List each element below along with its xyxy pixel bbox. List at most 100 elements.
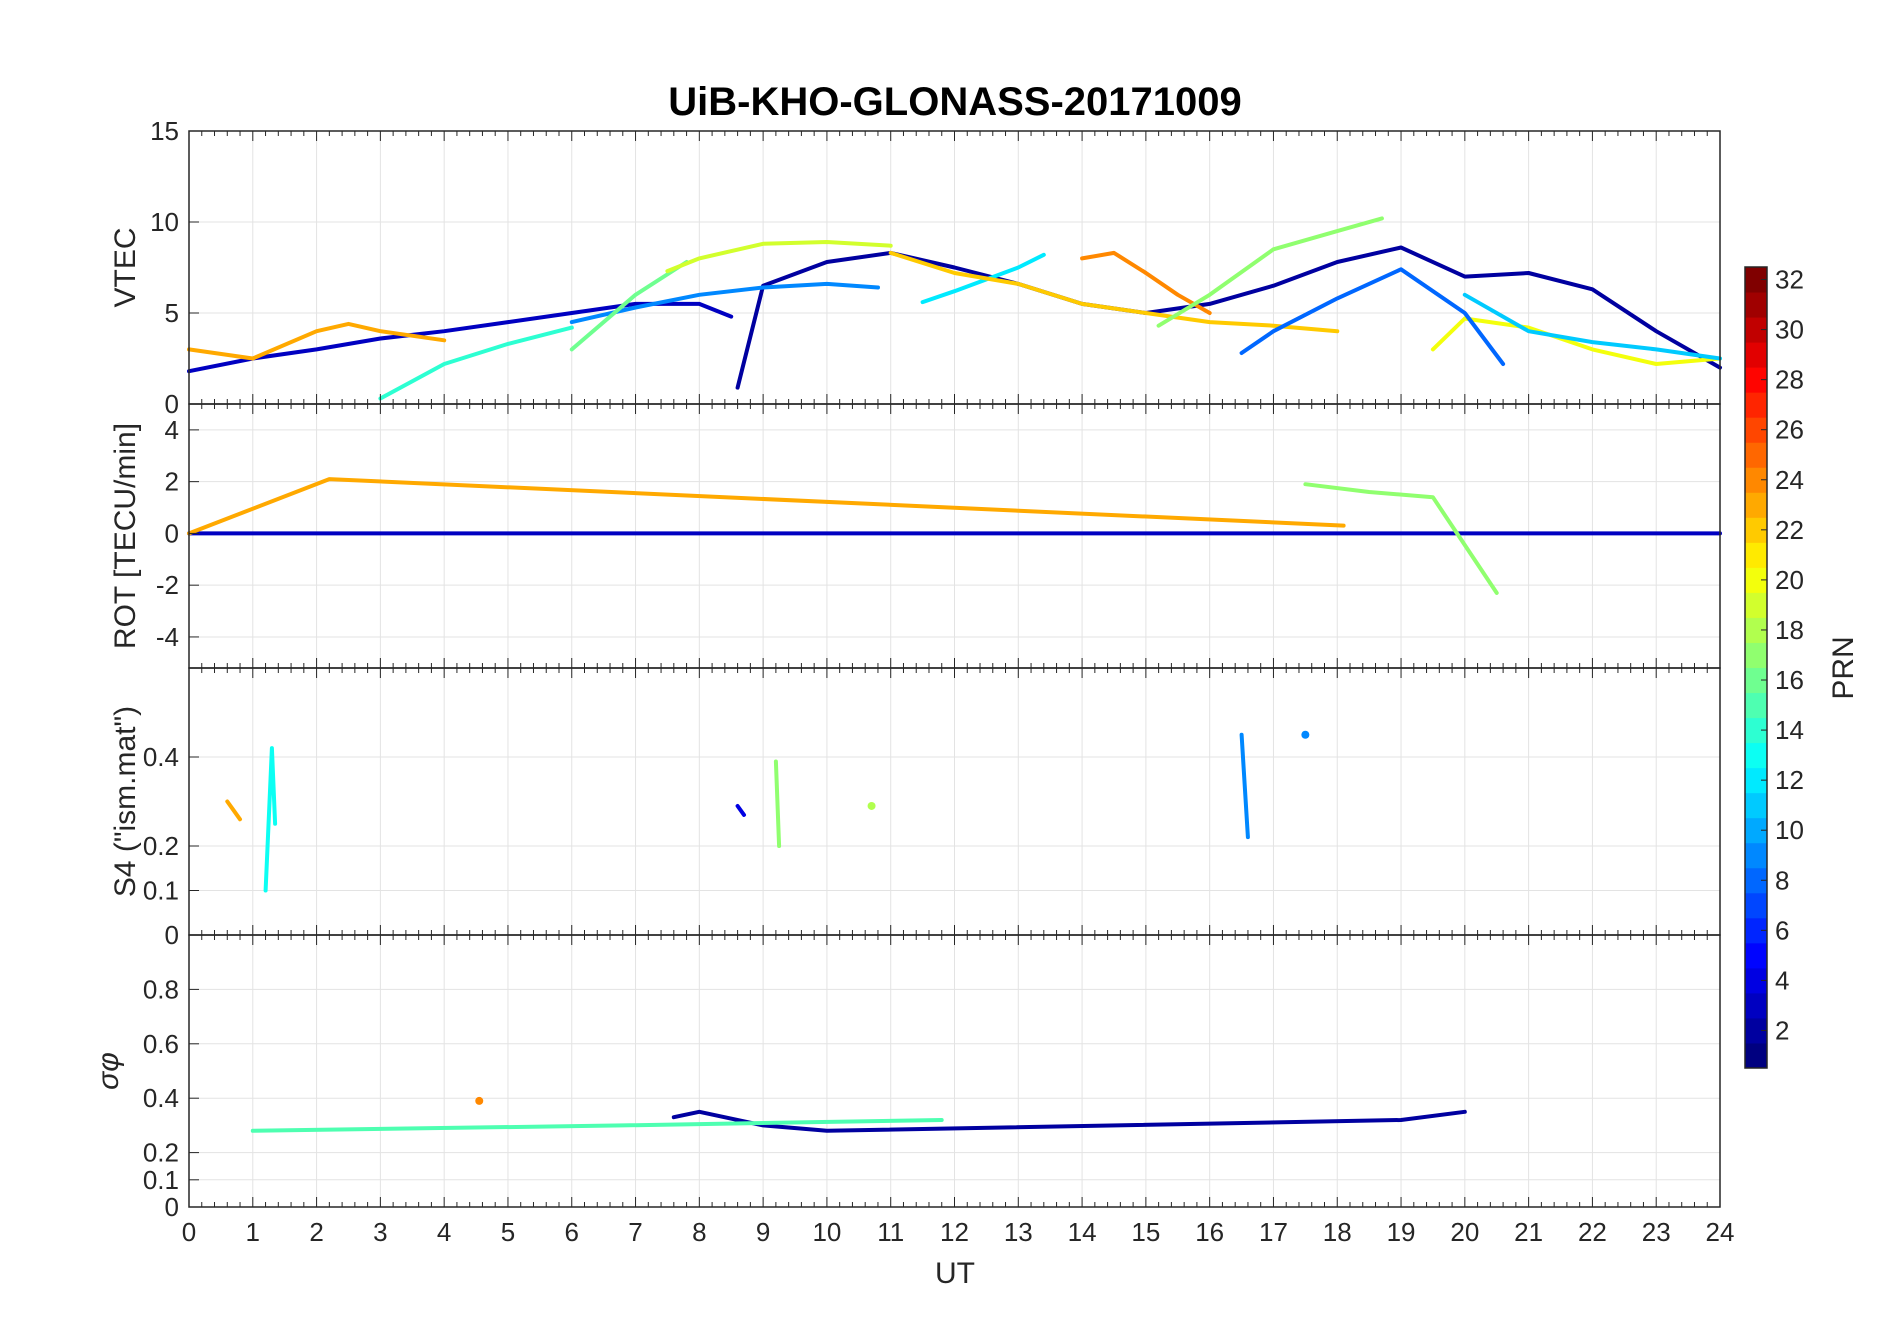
colorbar-tick-label: 8 xyxy=(1775,865,1789,895)
series-point-prn-18 xyxy=(867,801,876,810)
colorbar-segment xyxy=(1745,817,1767,844)
colorbar-segment xyxy=(1745,517,1767,543)
x-tick-label: 15 xyxy=(1131,1217,1160,1247)
series-line-prn-9 xyxy=(1239,732,1250,840)
series-line-prn-14 xyxy=(378,325,574,401)
colorbar-segment xyxy=(1745,292,1767,318)
series-line-prn-3 xyxy=(187,301,734,374)
y-tick-label: 0 xyxy=(165,389,179,419)
y-axis-label: σφ xyxy=(92,1052,125,1090)
colorbar-segment xyxy=(1745,667,1767,694)
y-tick-label: -4 xyxy=(156,622,179,652)
series-line-prn-9 xyxy=(569,281,880,325)
x-tick-label: 11 xyxy=(877,1217,904,1247)
x-tick-label: 21 xyxy=(1514,1217,1543,1247)
colorbar-segment xyxy=(1745,267,1767,293)
x-tick-label: 0 xyxy=(182,1217,196,1247)
colorbar-tick-label: 4 xyxy=(1775,965,1789,995)
colorbar-segment xyxy=(1745,767,1767,794)
x-tick-label: 14 xyxy=(1068,1217,1097,1247)
series-line-prn-16 xyxy=(569,260,689,352)
colorbar-segment xyxy=(1745,317,1767,343)
y-tick-label: -2 xyxy=(156,570,179,600)
colorbar-segment xyxy=(1745,492,1767,518)
colorbar-segment xyxy=(1745,867,1767,894)
series-line-prn-2 xyxy=(735,245,1722,390)
x-tick-label: 22 xyxy=(1578,1217,1607,1247)
panel-3: 0 0.1 0.2 0.4S4 ("ism.mat") xyxy=(109,667,1721,950)
y-tick-label: 0.2 xyxy=(143,1138,179,1168)
x-tick-label: 19 xyxy=(1387,1217,1416,1247)
y-tick-label: 4 xyxy=(165,415,179,445)
x-tick-label: 5 xyxy=(501,1217,515,1247)
series-line-prn-17 xyxy=(1156,216,1384,328)
y-tick-label: 0.4 xyxy=(143,1083,179,1113)
colorbar-segment xyxy=(1745,392,1767,418)
x-tick-label: 13 xyxy=(1004,1217,1033,1247)
series-line-prn-23 xyxy=(187,477,1346,536)
series-line-prn-8 xyxy=(1239,267,1506,366)
colorbar-segment xyxy=(1745,342,1767,368)
colorbar-segment xyxy=(1745,442,1767,468)
colorbar-tick-label: 32 xyxy=(1775,265,1804,295)
y-tick-label: 0 xyxy=(165,518,179,548)
colorbar-segment xyxy=(1745,367,1767,393)
x-tick-label: 1 xyxy=(246,1217,260,1247)
colorbar-segment xyxy=(1745,467,1767,493)
y-axis-label: S4 ("ism.mat") xyxy=(109,706,142,897)
colorbar-tick-label: 14 xyxy=(1775,715,1804,745)
y-tick-label: 0.8 xyxy=(143,974,179,1004)
y-tick-label: 0.2 xyxy=(143,831,179,861)
series-point-prn-24 xyxy=(475,1096,484,1105)
y-axis-label: VTEC xyxy=(109,227,142,307)
colorbar-segment xyxy=(1745,642,1767,668)
colorbar-tick-label: 6 xyxy=(1775,915,1789,945)
colorbar-tick-label: 2 xyxy=(1775,1015,1789,1045)
colorbar-segment xyxy=(1745,617,1767,643)
y-tick-label: 0 xyxy=(165,1192,179,1222)
colorbar-tick-label: 24 xyxy=(1775,465,1804,495)
series-line-prn-19 xyxy=(665,240,893,274)
series-line-prn-22 xyxy=(888,250,1340,334)
colorbar-tick-label: 26 xyxy=(1775,415,1804,445)
x-tick-label: 9 xyxy=(756,1217,770,1247)
colorbar-segment xyxy=(1745,692,1767,719)
series-line-prn-24 xyxy=(1080,250,1212,315)
colorbar-tick-label: 28 xyxy=(1775,365,1804,395)
colorbar-segment xyxy=(1745,542,1767,568)
x-tick-label: 24 xyxy=(1706,1217,1735,1247)
colorbar-label: PRN xyxy=(1827,636,1860,699)
series-line-prn-11 xyxy=(1462,292,1722,361)
x-tick-label: 6 xyxy=(565,1217,579,1247)
chart-title: UiB-KHO-GLONASS-20171009 xyxy=(668,80,1242,124)
x-tick-label: 12 xyxy=(940,1217,969,1247)
x-tick-label: 18 xyxy=(1323,1217,1352,1247)
colorbar-segment xyxy=(1745,792,1767,819)
y-tick-label: 10 xyxy=(150,207,179,237)
x-tick-label: 2 xyxy=(309,1217,323,1247)
colorbar-segment xyxy=(1745,842,1767,869)
series-line-prn-23 xyxy=(187,321,447,361)
y-axis-label: ROT [TECU/min] xyxy=(109,423,142,649)
colorbar-tick-label: 30 xyxy=(1775,315,1804,345)
series-line-prn-15 xyxy=(250,1118,944,1133)
series-line-prn-17 xyxy=(1303,482,1499,595)
series-line-prn-4 xyxy=(735,804,746,817)
colorbar-frame xyxy=(1744,266,1768,1069)
colorbar-segment xyxy=(1745,567,1767,593)
colorbar-tick-label: 12 xyxy=(1775,765,1804,795)
colorbar-tick-label: 16 xyxy=(1775,665,1804,695)
series-line-prn-23 xyxy=(225,799,242,822)
colorbar-segment xyxy=(1745,917,1767,944)
colorbar-segment xyxy=(1745,417,1767,443)
series-line-prn-13 xyxy=(263,746,278,893)
colorbar-tick-label: 20 xyxy=(1775,565,1804,595)
series-line-prn-2 xyxy=(671,1109,1467,1133)
x-tick-label: 20 xyxy=(1450,1217,1479,1247)
y-tick-label: 15 xyxy=(150,116,179,146)
y-tick-label: 2 xyxy=(165,467,179,497)
y-tick-label: 5 xyxy=(165,298,179,328)
y-tick-label: 0 xyxy=(165,920,179,950)
